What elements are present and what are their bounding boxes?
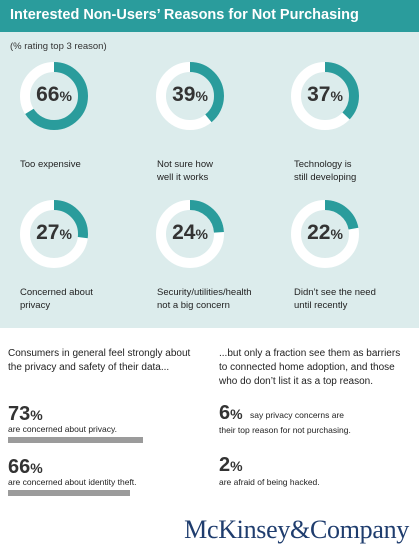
stat-top-reason-line1: say privacy concerns are xyxy=(250,410,345,420)
donut-label-line: still developing xyxy=(294,172,357,183)
donut-label: Didn’t see the need until recently xyxy=(294,286,414,312)
donut-panel: (% rating top 3 reason) 66% Too expensiv… xyxy=(0,32,419,328)
donut-didnt-see-need: 22% xyxy=(290,199,360,269)
donut-percent: 24% xyxy=(155,221,225,245)
donut-label-line: not a big concern xyxy=(157,300,230,311)
donut-label-line: Too expensive xyxy=(20,159,81,170)
percent-sign: % xyxy=(330,88,343,104)
donut-ring xyxy=(20,62,88,130)
percent-sign: % xyxy=(230,406,243,422)
chart-title: Interested Non-Users’ Reasons for Not Pu… xyxy=(10,7,359,23)
donut-percent: 66% xyxy=(19,83,89,107)
stat-top-reason-number: 6% xyxy=(219,402,243,425)
donut-value-arc xyxy=(291,200,359,268)
donut-label-line: until recently xyxy=(294,300,348,311)
stat-hacked-number: 2% xyxy=(219,454,243,477)
donut-security: 24% xyxy=(155,199,225,269)
donut-value-arc xyxy=(20,200,88,268)
stat-value: 6 xyxy=(219,402,231,424)
stat-privacy-number: 73% xyxy=(8,403,43,426)
stat-value: 73 xyxy=(8,403,31,425)
chart-subtitle: (% rating top 3 reason) xyxy=(10,41,107,52)
donut-value: 37 xyxy=(307,83,331,106)
donut-ring xyxy=(291,200,359,268)
donut-label: Too expensive xyxy=(20,158,140,171)
percent-sign: % xyxy=(59,226,72,242)
right-intro-line: who do don’t list it as a top reason. xyxy=(219,376,373,387)
donut-label: Technology is still developing xyxy=(294,158,414,184)
left-intro: Consumers in general feel strongly about… xyxy=(8,347,198,375)
right-intro-line: ...but only a fraction see them as barri… xyxy=(219,348,401,359)
percent-sign: % xyxy=(59,88,72,104)
percent-sign: % xyxy=(330,226,343,242)
mckinsey-logo: McKinsey&Company xyxy=(184,515,409,544)
left-intro-line: the privacy and safety of their data... xyxy=(8,362,170,373)
stat-value: 2 xyxy=(219,454,231,476)
percent-sign: % xyxy=(230,458,243,474)
donut-label-line: Concerned about xyxy=(20,287,93,298)
donut-label-line: well it works xyxy=(157,172,209,183)
donut-ring xyxy=(156,200,224,268)
stat-identity-bar xyxy=(8,490,130,496)
stat-identity-desc: are concerned about identity theft. xyxy=(8,477,137,487)
donut-not-sure: 39% xyxy=(155,61,225,131)
stat-value: 66 xyxy=(8,456,31,478)
stat-top-reason-line2: their top reason for not purchasing. xyxy=(219,425,351,435)
donut-privacy: 27% xyxy=(19,199,89,269)
donut-technology: 37% xyxy=(290,61,360,131)
donut-percent: 22% xyxy=(290,221,360,245)
donut-ring xyxy=(20,200,88,268)
donut-label-line: privacy xyxy=(20,300,51,311)
stat-identity-number: 66% xyxy=(8,456,43,479)
donut-label-line: Didn’t see the need xyxy=(294,287,376,298)
percent-sign: % xyxy=(30,407,43,423)
donut-label-line: Not sure how xyxy=(157,159,213,170)
donut-too-expensive: 66% xyxy=(19,61,89,131)
stat-hacked-desc: are afraid of being hacked. xyxy=(219,477,320,487)
donut-label: Concerned about privacy xyxy=(20,286,140,312)
donut-ring xyxy=(156,62,224,130)
donut-value-arc xyxy=(291,62,359,130)
donut-label: Not sure how well it works xyxy=(157,158,277,184)
right-intro-line: to connected home adoption, and those xyxy=(219,362,395,373)
donut-value: 27 xyxy=(36,221,60,244)
stat-privacy-bar xyxy=(8,437,143,443)
percent-sign: % xyxy=(30,460,43,476)
donut-label-line: Security/utilities/health xyxy=(157,287,252,298)
donut-label: Security/utilities/health not a big conc… xyxy=(157,286,277,312)
donut-value: 39 xyxy=(172,83,196,106)
donut-value: 24 xyxy=(172,221,196,244)
donut-percent: 27% xyxy=(19,221,89,245)
donut-value-arc xyxy=(156,62,224,130)
donut-label-line: Technology is xyxy=(294,159,352,170)
percent-sign: % xyxy=(195,88,208,104)
donut-value: 66 xyxy=(36,83,60,106)
percent-sign: % xyxy=(195,226,208,242)
stat-privacy-desc: are concerned about privacy. xyxy=(8,424,117,434)
donut-ring xyxy=(291,62,359,130)
donut-value-arc xyxy=(20,62,88,130)
donut-percent: 39% xyxy=(155,83,225,107)
chart-header: Interested Non-Users’ Reasons for Not Pu… xyxy=(0,0,419,32)
left-intro-line: Consumers in general feel strongly about xyxy=(8,348,191,359)
right-intro: ...but only a fraction see them as barri… xyxy=(219,347,417,389)
donut-value-arc xyxy=(156,200,224,268)
donut-value: 22 xyxy=(307,221,331,244)
donut-percent: 37% xyxy=(290,83,360,107)
